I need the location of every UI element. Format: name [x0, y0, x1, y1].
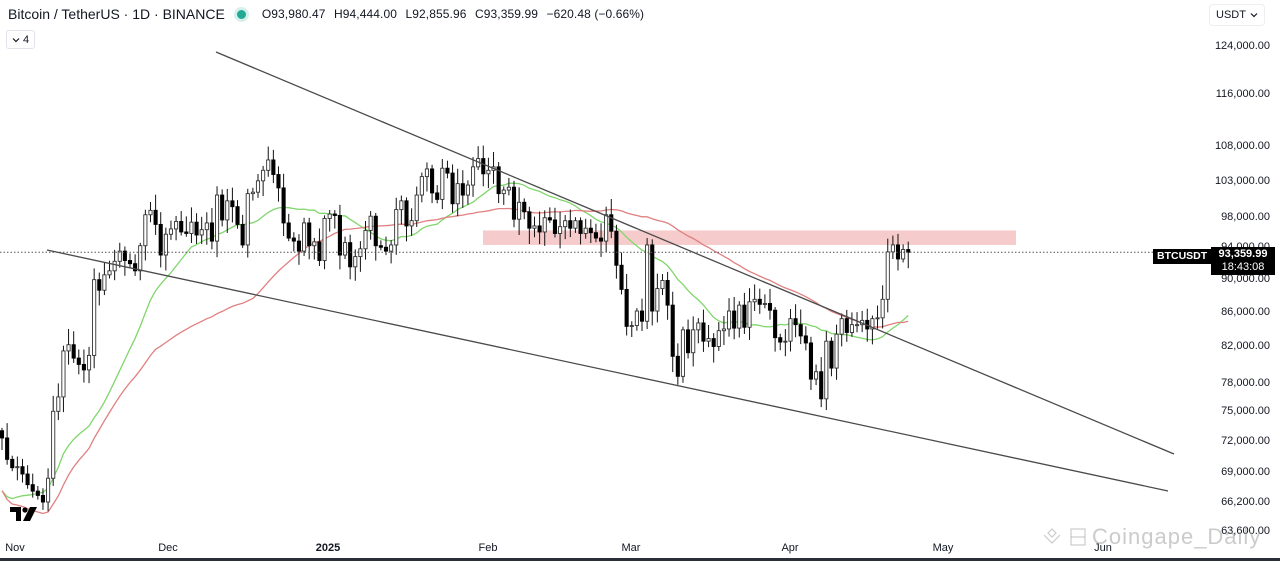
price-axis-label: 98,000.00 — [1221, 210, 1270, 223]
price-axis-label: 90,000.00 — [1221, 272, 1270, 285]
time-axis-label: Apr — [781, 542, 799, 554]
resistance-zone — [483, 230, 1016, 245]
indicators-count: 4 — [23, 33, 30, 46]
chevron-down-icon — [12, 37, 20, 42]
low-value: L92,855.96 — [405, 7, 467, 21]
price-axis-label: 75,000.00 — [1221, 405, 1270, 418]
time-axis-label: Dec — [158, 542, 178, 554]
price-axis-label: 69,000.00 — [1221, 465, 1270, 478]
grid-icon — [1070, 528, 1086, 546]
open-value: O93,980.47 — [261, 7, 326, 21]
price-axis-label: 108,000.00 — [1214, 140, 1270, 153]
time-axis-label: May — [932, 542, 954, 554]
time-axis-label: Nov — [5, 542, 25, 554]
change-value: −620.48 (−0.66%) — [546, 7, 645, 21]
time-axis-label: Feb — [478, 542, 498, 554]
price-axis-label: 63,600.00 — [1221, 525, 1270, 538]
market-status-dot-icon — [236, 9, 246, 19]
watermark-text: Coingape_Daily — [1092, 524, 1262, 549]
high-value: H94,444.00 — [333, 7, 398, 21]
price-axis-label: 82,000.00 — [1221, 340, 1270, 353]
price-axis-label: 72,000.00 — [1221, 434, 1270, 447]
time-axis-label: 2025 — [315, 542, 341, 554]
price-axis-label: 116,000.00 — [1215, 88, 1270, 101]
last-price-value: 93,359.99 — [1218, 248, 1268, 260]
symbol-price-tag: BTCUSDT — [1153, 249, 1212, 264]
time-axis[interactable]: Nov Dec 2025 Feb Mar Apr May Jun — [0, 538, 1186, 561]
price-axis-label: 86,000.00 — [1221, 305, 1270, 318]
currency-selector[interactable]: USDT — [1209, 4, 1265, 26]
binance-logo-icon — [1043, 528, 1061, 544]
symbol-title[interactable]: Bitcoin / TetherUS · 1D · BINANCE — [8, 6, 225, 22]
bar-countdown: 18:43:08 — [1221, 261, 1265, 273]
tradingview-logo-icon[interactable] — [10, 507, 40, 526]
trendlines — [46, 51, 1175, 492]
bottom-border — [0, 558, 1280, 561]
close-value: C93,359.99 — [474, 7, 539, 21]
candlesticks — [0, 145, 911, 512]
price-axis-label: 103,000.00 — [1214, 174, 1270, 187]
last-price-tag: 93,359.99 18:43:08 — [1211, 247, 1275, 275]
ohlc-values: O93,980.47 H94,444.00 L92,855.96 C93,359… — [262, 7, 649, 21]
currency-value: USDT — [1216, 9, 1246, 21]
price-chart-canvas[interactable] — [0, 0, 1186, 540]
price-axis-label: 124,000.00 — [1214, 40, 1270, 52]
price-axis-label: 66,200.00 — [1221, 496, 1270, 508]
price-axis-label: 78,000.00 — [1221, 376, 1270, 389]
moving-averages — [1, 182, 909, 515]
time-axis-label: Jun — [1094, 542, 1112, 554]
indicators-toggle-button[interactable]: 4 — [6, 30, 36, 49]
watermark: Coingape_Daily — [1040, 524, 1261, 550]
time-axis-label: Mar — [621, 542, 641, 554]
symbol-legend: Bitcoin / TetherUS · 1D · BINANCE O93,98… — [8, 6, 649, 22]
chevron-down-icon — [1250, 13, 1258, 18]
